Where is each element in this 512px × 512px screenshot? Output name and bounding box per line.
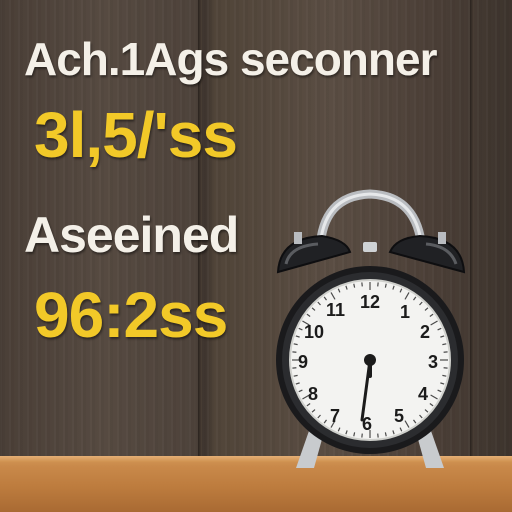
second-value-text: 96:2ss — [34, 279, 228, 351]
clock-numeral: 6 — [362, 414, 373, 434]
clock-numeral: 2 — [420, 322, 431, 342]
clock-numeral: 4 — [418, 384, 429, 404]
wood-board-seam — [470, 0, 474, 462]
clock-numeral: 1 — [400, 302, 411, 322]
clock-numeral: 7 — [330, 406, 341, 426]
clock-numeral: 10 — [304, 322, 325, 342]
first-value-text: 3l,5/'ss — [34, 99, 238, 171]
headline-text: Ach.1Ags seconner — [24, 33, 437, 85]
clock-numeral: 8 — [308, 384, 319, 404]
wooden-shelf — [0, 456, 512, 512]
alarm-clock-icon — [276, 189, 466, 468]
alarm-clock: 12 1 2 3 4 5 6 7 8 9 10 11 — [250, 180, 490, 470]
clock-numeral: 3 — [428, 352, 439, 372]
clock-numeral: 9 — [298, 352, 309, 372]
clock-numeral: 5 — [394, 406, 405, 426]
second-headline-text: Aseeined — [24, 207, 239, 263]
clock-numeral: 11 — [326, 300, 346, 320]
wood-board-seam — [198, 0, 202, 462]
clock-numeral: 12 — [360, 292, 381, 312]
